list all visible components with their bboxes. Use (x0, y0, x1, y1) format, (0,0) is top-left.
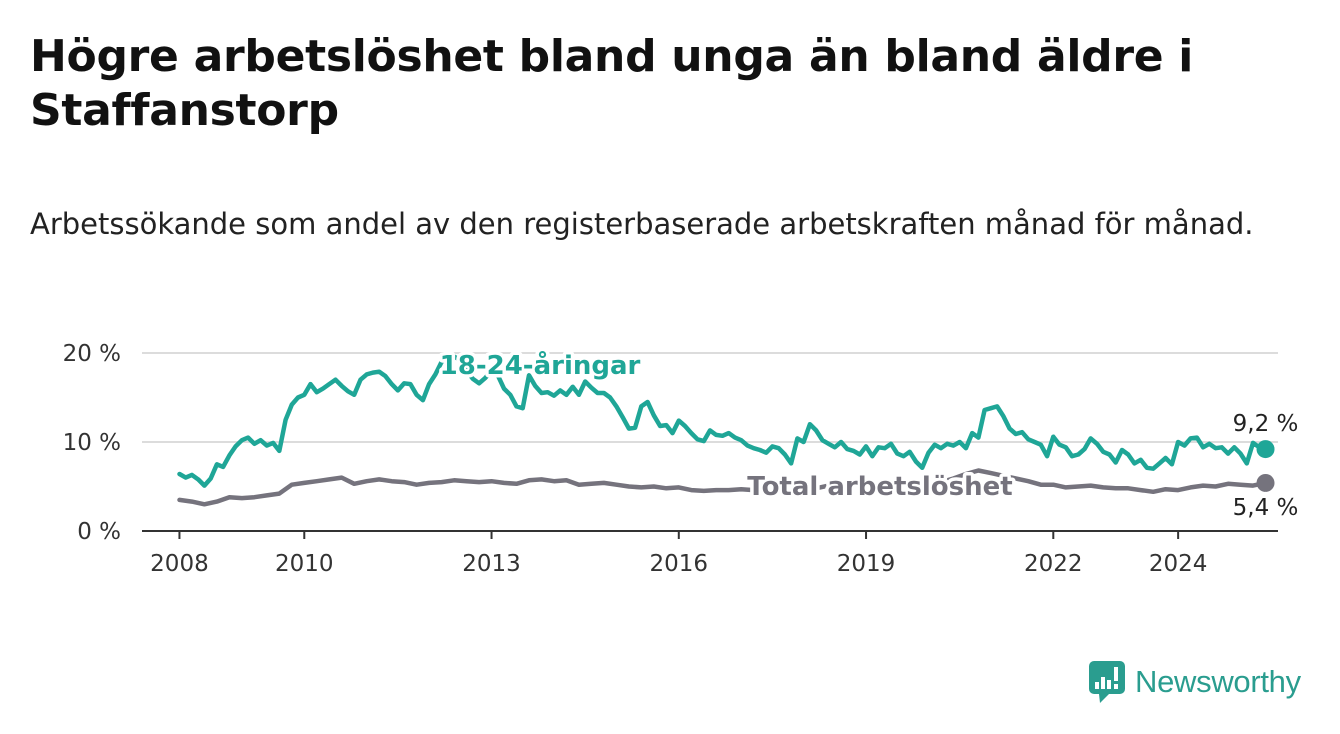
series-line-total (177, 468, 1268, 507)
newsworthy-logo-icon (1089, 661, 1125, 703)
x-tick-label-2: 2013 (462, 551, 521, 577)
x-tick-label-4: 2019 (837, 551, 896, 577)
newsworthy-logo: Newsworthy (1089, 660, 1301, 704)
x-tick-label-6: 2024 (1149, 551, 1208, 577)
y-tick-label-1: 10 % (63, 430, 121, 456)
series-line-youth (177, 354, 1268, 488)
series-label-total: Total arbetslöshet (747, 472, 1012, 502)
x-axis: 2008 2010 2013 2016 2019 2022 2024 (142, 530, 1278, 577)
end-label-youth: 9,2 % (1233, 411, 1299, 437)
series-labels: 18-24-åringar Total arbetslöshet 9,2 % 5,4 … (436, 346, 1301, 524)
chart-subtitle: Arbetssökande som andel av den registerb… (30, 207, 1254, 241)
brand-name: Newsworthy (1135, 664, 1301, 699)
end-point-total (1256, 473, 1275, 492)
series-label-youth: 18-24-åringar (440, 349, 641, 381)
end-point-youth (1256, 440, 1275, 459)
chart-title: Högre arbetslöshet bland unga än bland ä… (30, 31, 1194, 136)
x-tick-label-0: 2008 (150, 551, 209, 577)
end-label-total: 5,4 % (1233, 495, 1299, 521)
x-tick-label-5: 2022 (1024, 551, 1083, 577)
series-lines (177, 354, 1268, 507)
y-tick-label-2: 20 % (63, 341, 121, 367)
x-tick-label-1: 2010 (275, 551, 334, 577)
y-axis-ticks: 0 % 10 % 20 % (63, 341, 121, 545)
y-tick-label-0: 0 % (77, 519, 121, 545)
x-tick-label-3: 2016 (650, 551, 709, 577)
